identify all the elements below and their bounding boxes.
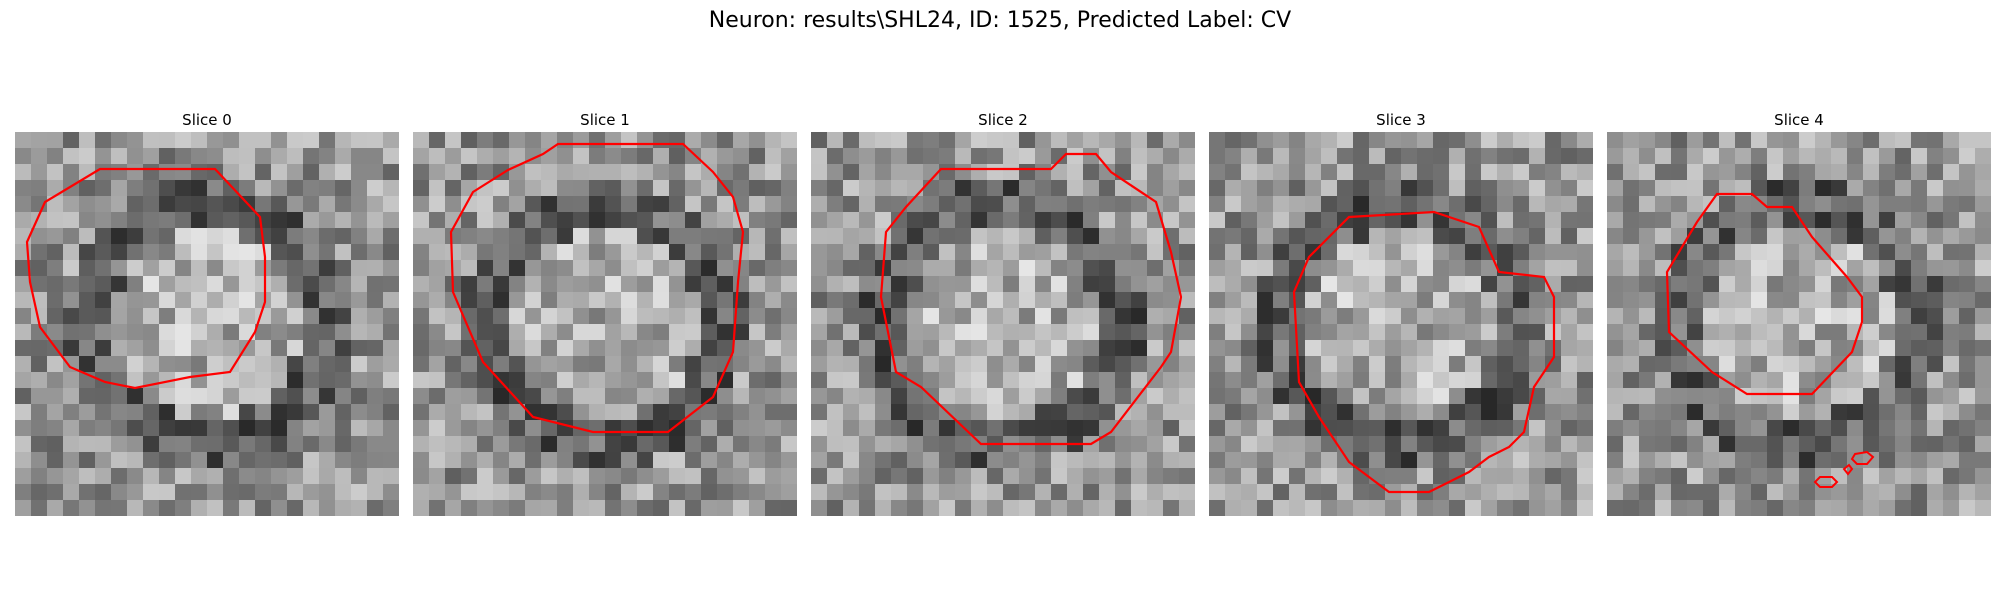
slice-4-contour bbox=[1665, 192, 1864, 396]
slice-panel-0: Slice 0 bbox=[15, 108, 399, 516]
slice-4-small-contour-b bbox=[1842, 463, 1854, 476]
slice-1-contour bbox=[449, 142, 745, 434]
figure-title: Neuron: results\SHL24, ID: 1525, Predict… bbox=[708, 8, 1292, 33]
slice-panel-3: Slice 3 bbox=[1209, 108, 1593, 516]
slice-title-2: Slice 2 bbox=[978, 111, 1028, 129]
slice-image-3 bbox=[1209, 132, 1593, 516]
slice-0-contour bbox=[25, 167, 267, 390]
slice-4-small-contour-a bbox=[1813, 476, 1839, 488]
slice-title-4: Slice 4 bbox=[1774, 111, 1824, 129]
slice-panel-4: Slice 4 bbox=[1607, 108, 1991, 516]
slice-title-3: Slice 3 bbox=[1376, 111, 1426, 129]
slice-4-small-contour-c bbox=[1850, 450, 1875, 465]
slice-image-2 bbox=[811, 132, 1195, 516]
slice-image-0 bbox=[15, 132, 399, 516]
slice-3-contour bbox=[1292, 210, 1556, 494]
slice-title-1: Slice 1 bbox=[580, 111, 630, 129]
slice-2-contour bbox=[879, 152, 1183, 446]
slice-panel-1: Slice 1 bbox=[413, 108, 797, 516]
slice-image-4 bbox=[1607, 132, 1991, 516]
slice-panel-2: Slice 2 bbox=[811, 108, 1195, 516]
slice-image-1 bbox=[413, 132, 797, 516]
slice-title-0: Slice 0 bbox=[182, 111, 232, 129]
